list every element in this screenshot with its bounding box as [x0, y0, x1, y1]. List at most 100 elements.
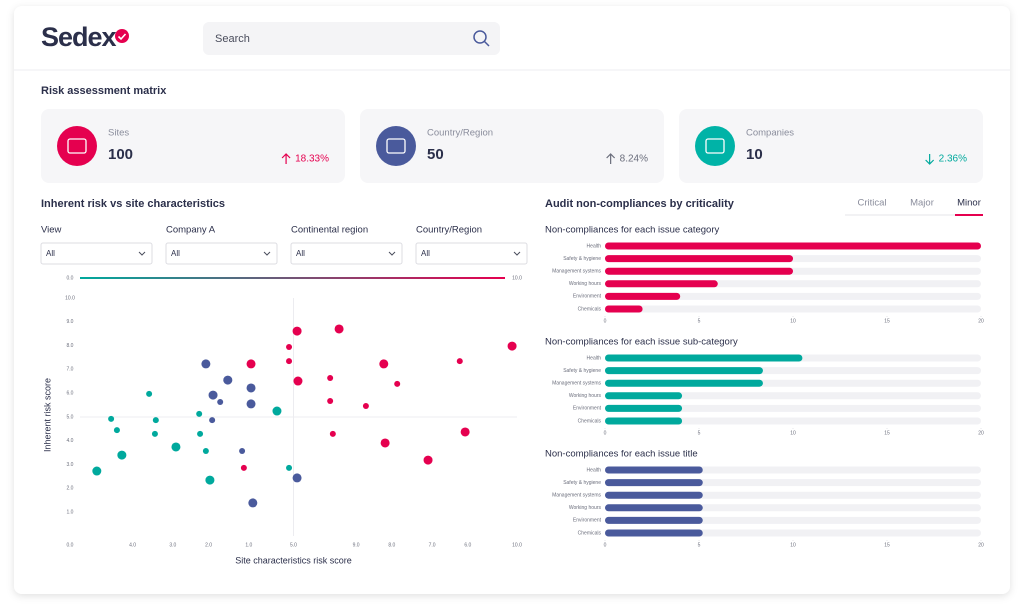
bar[interactable]	[605, 354, 803, 362]
scatter-point[interactable]	[239, 448, 246, 455]
dropdown-chevron	[138, 251, 146, 256]
kpi-label: Sites	[108, 128, 129, 139]
kpi-icon-glyph	[67, 138, 87, 154]
scatter-point[interactable]	[292, 473, 302, 483]
kpi-icon	[57, 126, 97, 166]
scatter-point[interactable]	[507, 341, 517, 351]
x-tick-label: 20	[978, 318, 984, 324]
scatter-point[interactable]	[286, 344, 293, 351]
scatter-point[interactable]	[92, 466, 102, 476]
scatter-point[interactable]	[248, 498, 258, 508]
scatter-point[interactable]	[329, 430, 336, 437]
scatter-point[interactable]	[208, 390, 218, 400]
scatter-point[interactable]	[423, 455, 433, 465]
dropdown-chevron	[513, 251, 521, 256]
scatter-point[interactable]	[292, 326, 302, 336]
scatter-point[interactable]	[380, 438, 390, 448]
bar[interactable]	[605, 466, 703, 474]
bar[interactable]	[605, 516, 703, 524]
search-icon[interactable]	[473, 30, 487, 44]
kpi-card	[360, 109, 664, 183]
bar[interactable]	[605, 267, 793, 275]
scatter-point[interactable]	[146, 390, 153, 397]
scatter-point[interactable]	[240, 464, 247, 471]
gradient-max: 10.0	[512, 275, 522, 281]
scatter-point[interactable]	[108, 415, 115, 422]
bar-track	[605, 417, 981, 425]
y-tick-label: 7.0	[67, 367, 74, 373]
dropdown-chevron	[263, 251, 271, 256]
scatter-point[interactable]	[456, 358, 463, 365]
scatter-point[interactable]	[460, 427, 470, 437]
scatter-point[interactable]	[362, 403, 369, 410]
scatter-point[interactable]	[327, 398, 334, 405]
scatter-point[interactable]	[246, 359, 256, 369]
x-tick-label: 20	[978, 542, 984, 548]
bar[interactable]	[605, 504, 703, 512]
x-tick-label: 4.0	[129, 542, 136, 548]
x-tick-label: 5	[698, 430, 701, 436]
bar[interactable]	[605, 404, 683, 412]
search-box[interactable]	[203, 22, 500, 55]
x-tick-label: 10	[790, 318, 796, 324]
bar[interactable]	[605, 280, 718, 288]
category-label: Management systems	[552, 493, 601, 499]
bar[interactable]	[605, 255, 793, 263]
scatter-point[interactable]	[327, 374, 334, 381]
logo-badge	[115, 29, 129, 43]
bar[interactable]	[605, 242, 981, 250]
scatter-point[interactable]	[379, 359, 389, 369]
x-tick-label: 0	[604, 542, 607, 548]
scatter-point[interactable]	[217, 399, 224, 406]
risk-gradient	[80, 277, 505, 279]
y-tick-label: 2.0	[67, 486, 74, 492]
scatter-point[interactable]	[394, 380, 401, 387]
tab[interactable]: Major	[910, 198, 934, 209]
category-label: Chemicals	[578, 418, 602, 424]
filter-dropdown[interactable]	[415, 242, 528, 265]
dropdown-chevron	[388, 251, 396, 256]
logo[interactable]: Sedex	[41, 22, 118, 52]
y-tick-label: 9.0	[67, 319, 74, 325]
scatter-point[interactable]	[209, 417, 216, 424]
scatter-point[interactable]	[286, 358, 293, 365]
scatter-point[interactable]	[334, 324, 344, 334]
bar[interactable]	[605, 305, 643, 313]
bar[interactable]	[605, 417, 683, 425]
scatter-point[interactable]	[246, 383, 256, 393]
x-tick-label: 8.0	[388, 542, 395, 548]
kpi-change: 18.33%	[295, 154, 329, 165]
scatter-point[interactable]	[152, 417, 159, 424]
bar[interactable]	[605, 529, 703, 537]
bar[interactable]	[605, 479, 703, 487]
tab[interactable]: Minor	[957, 198, 981, 209]
scatter-point[interactable]	[272, 406, 282, 416]
kpi-change: 2.36%	[939, 154, 967, 165]
bar[interactable]	[605, 491, 703, 499]
filter-value: All	[171, 249, 180, 258]
filter-dropdown[interactable]	[165, 242, 278, 265]
tab[interactable]: Critical	[857, 198, 886, 209]
scatter-point[interactable]	[117, 450, 127, 460]
scatter-point[interactable]	[246, 399, 256, 409]
search-icon-handle	[483, 40, 490, 47]
bar[interactable]	[605, 379, 763, 387]
scatter-point[interactable]	[171, 442, 181, 452]
scatter-point[interactable]	[286, 464, 293, 471]
bar[interactable]	[605, 292, 681, 300]
scatter-point[interactable]	[113, 427, 120, 434]
x-tick-label: 9.0	[353, 542, 360, 548]
scatter-point[interactable]	[293, 376, 303, 386]
scatter-point[interactable]	[197, 430, 204, 437]
scatter-point[interactable]	[223, 375, 233, 385]
scatter-point[interactable]	[201, 359, 211, 369]
filter-dropdown[interactable]	[40, 242, 153, 265]
scatter-point[interactable]	[205, 475, 215, 485]
bar[interactable]	[605, 392, 683, 400]
filter-dropdown[interactable]	[290, 242, 403, 265]
scatter-point[interactable]	[151, 430, 158, 437]
scatter-point[interactable]	[196, 410, 203, 417]
bar[interactable]	[605, 367, 763, 375]
scatter-point[interactable]	[202, 448, 209, 455]
